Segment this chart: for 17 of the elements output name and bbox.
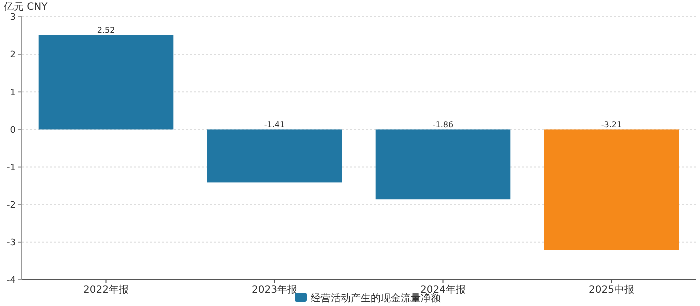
y-axis-title: 亿元 CNY xyxy=(3,2,49,13)
data-label: -1.86 xyxy=(432,120,454,130)
x-tick-label: 2022年报 xyxy=(84,284,129,296)
data-label: -3.21 xyxy=(601,120,622,130)
y-tick-label: -1 xyxy=(7,163,16,174)
y-tick-label: -2 xyxy=(7,201,16,212)
y-tick-label: 1 xyxy=(10,88,16,98)
y-tick-label: 0 xyxy=(10,126,16,136)
legend-label: 经营活动产生的现金流量净额 xyxy=(311,292,441,304)
x-tick-label: 2025中报 xyxy=(589,284,634,296)
data-label: 2.52 xyxy=(97,26,116,36)
x-tick-label: 2023年报 xyxy=(252,284,298,296)
y-tick-label: -4 xyxy=(7,276,16,286)
data-label: -1.41 xyxy=(264,120,286,130)
y-tick-label: -3 xyxy=(7,238,16,249)
y-tick-label: 3 xyxy=(10,13,16,24)
y-tick-label: 2 xyxy=(10,50,16,61)
